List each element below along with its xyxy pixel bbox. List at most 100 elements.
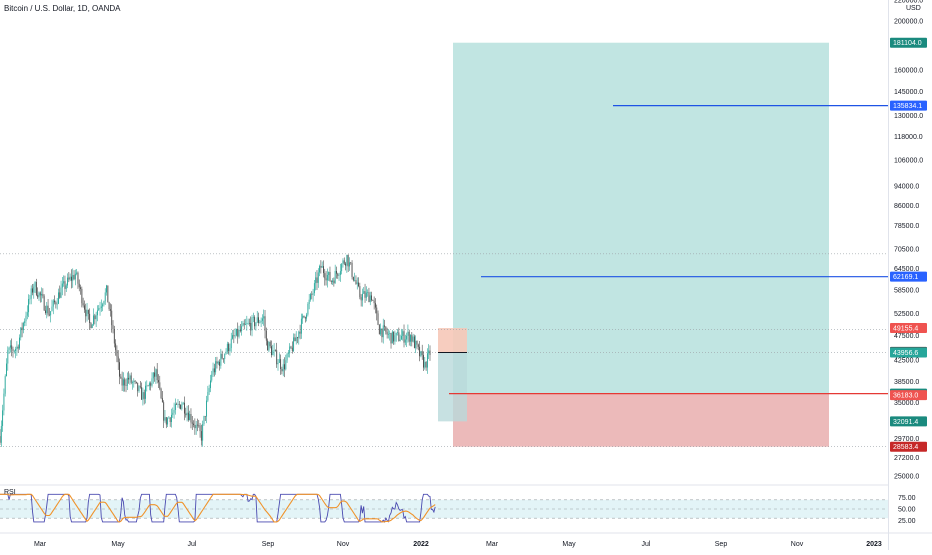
time-tick-label: Sep (262, 541, 275, 548)
price-level-label: 49155.4 (893, 326, 918, 333)
candle-body (244, 323, 245, 325)
candle-body (77, 273, 78, 284)
candle-body (336, 271, 337, 274)
time-tick-label: Sep (715, 541, 728, 548)
candle-body (205, 416, 206, 417)
candle-body (371, 295, 372, 300)
candle-body (223, 359, 224, 360)
candle-body (192, 422, 193, 423)
candle-body (89, 314, 90, 323)
candle-body (214, 368, 215, 372)
candle-body (309, 300, 310, 304)
candle-body (315, 277, 316, 283)
candle-body (274, 350, 275, 351)
candle-body (153, 373, 154, 379)
candle-body (363, 291, 364, 294)
candle-body (250, 323, 251, 330)
candle-body (241, 326, 242, 331)
candle-body (18, 347, 19, 349)
candle-body (133, 381, 134, 382)
candle-body (16, 347, 17, 349)
candle-body (201, 431, 202, 440)
candle-body (72, 275, 73, 281)
candle-body (2, 410, 3, 426)
price-tick-label: 70500.0 (894, 247, 919, 254)
price-tick-label: 118000.0 (894, 134, 923, 141)
candle-body (58, 292, 59, 303)
candle-body (144, 392, 145, 399)
candle-body (396, 333, 397, 335)
time-tick-label: Jul (188, 541, 197, 548)
candle-body (140, 386, 141, 387)
price-tick-label: 27200.0 (894, 455, 919, 462)
candle-body (300, 332, 301, 334)
candle-body (393, 332, 394, 342)
price-level-label: 181104.0 (893, 40, 922, 47)
candle-body (392, 332, 393, 344)
candle-body (44, 296, 45, 310)
candle-body (63, 281, 64, 283)
candle-body (372, 300, 373, 301)
candle-body (262, 318, 263, 320)
candle-body (49, 315, 50, 316)
candle-body (310, 294, 311, 299)
candle-body (158, 380, 159, 382)
price-level-label: 36183.0 (893, 393, 918, 400)
candle-body (348, 255, 349, 266)
entry-target-box[interactable] (438, 353, 467, 422)
candle-body (378, 313, 379, 325)
rsi-label: RSI (4, 489, 16, 496)
chart-title: Bitcoin / U.S. Dollar, 1D, OANDA (4, 4, 120, 13)
candle-body (353, 277, 354, 280)
candle-body (245, 324, 246, 325)
target-zone[interactable] (453, 43, 829, 353)
time-tick-label: Mar (486, 541, 499, 548)
candle-body (220, 354, 221, 366)
candle-body (62, 284, 63, 288)
candle-body (197, 425, 198, 426)
candle-body (101, 306, 102, 307)
candle-body (252, 317, 253, 330)
price-tick-label: 220000.0 (894, 0, 923, 5)
candle-body (375, 303, 376, 307)
candle-body (413, 337, 414, 342)
candle-body (279, 359, 280, 363)
price-tick-label: 35000.0 (894, 400, 919, 407)
candle-body (123, 379, 124, 385)
candle-body (163, 402, 164, 420)
candle-body (48, 306, 49, 315)
price-tick-label: 160000.0 (894, 67, 923, 74)
candle-body (61, 288, 62, 298)
candle-body (191, 414, 192, 422)
candle-body (291, 347, 292, 348)
candle-body (188, 413, 189, 420)
candle-body (272, 351, 273, 355)
candle-body (39, 292, 40, 297)
candle-body (346, 255, 347, 266)
candle-body (126, 385, 127, 386)
candle-body (276, 350, 277, 364)
entry-risk-box[interactable] (438, 328, 467, 352)
candle-body (106, 285, 107, 292)
candle-body (42, 294, 43, 296)
candle-body (389, 333, 390, 334)
candle-body (28, 299, 29, 312)
candle-body (255, 322, 256, 326)
candle-body (318, 272, 319, 282)
price-level-label: 32091.4 (893, 419, 918, 426)
candle-body (109, 302, 110, 309)
candle-body (165, 417, 166, 420)
candle-body (129, 375, 130, 379)
candle-body (259, 322, 260, 323)
candle-body (103, 301, 104, 304)
time-tick-label: 2022 (413, 541, 429, 548)
candle-body (88, 310, 89, 314)
candle-body (384, 325, 385, 326)
candle-body (365, 291, 366, 298)
stop-zone[interactable] (453, 394, 829, 447)
price-tick-label: 42500.0 (894, 357, 919, 364)
candle-body (167, 418, 168, 424)
candle-body (76, 273, 77, 274)
